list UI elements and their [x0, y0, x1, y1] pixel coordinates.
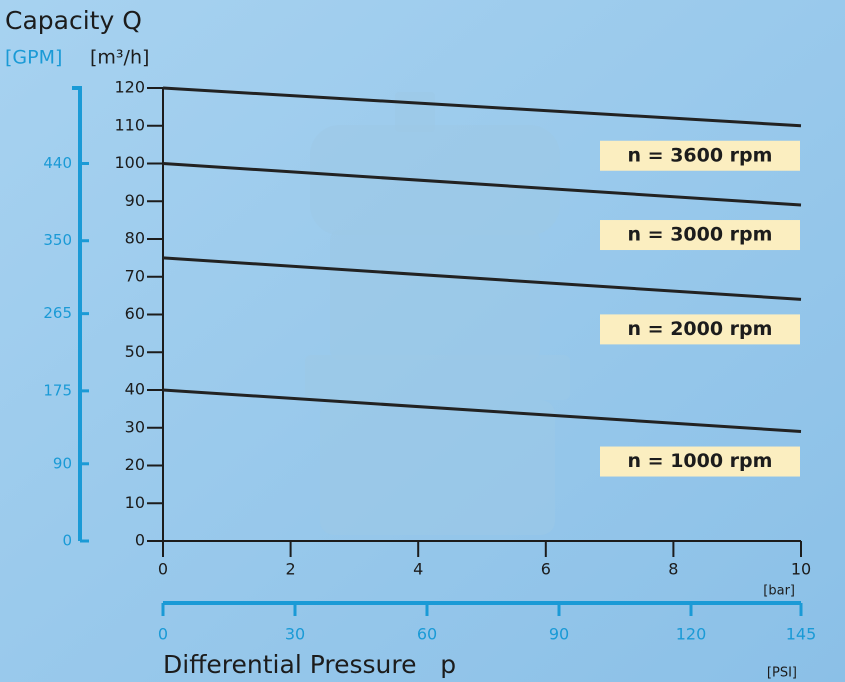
x-unit: [bar]	[763, 584, 795, 599]
x-axis-label: Differential Pressure p	[163, 650, 456, 679]
y-tick-label: 120	[114, 78, 145, 97]
y-tick-label: 60	[125, 304, 145, 323]
line-label-box	[600, 446, 800, 477]
x2-tick-label: 120	[676, 625, 707, 644]
x2-unit: [PSI]	[767, 666, 797, 681]
x2-tick-label: 90	[549, 625, 569, 644]
x-tick-label: 2	[286, 560, 296, 579]
line-label: n = 3600 rpm	[628, 144, 773, 166]
y2-tick-label: 0	[62, 532, 72, 550]
series-line	[162, 162, 802, 207]
line-label-box	[600, 314, 800, 345]
chart-title: Capacity Q	[5, 6, 142, 35]
y2-tick-label: 265	[43, 304, 72, 322]
x-tick-label: 0	[158, 560, 168, 579]
x2-tick-label: 30	[285, 625, 305, 644]
x2-tick-label: 145	[786, 625, 817, 644]
y-tick-label: 90	[125, 191, 145, 210]
y-tick-label: 0	[135, 531, 145, 550]
x2-tick-label: 0	[158, 625, 168, 644]
y-axis-label: [m³/h]	[90, 47, 149, 69]
y-tick-label: 20	[125, 455, 145, 474]
line-label: n = 3000 rpm	[628, 224, 773, 246]
y-tick-label: 40	[125, 380, 145, 399]
x-tick-label: 10	[791, 560, 811, 579]
x-tick-label: 4	[413, 560, 423, 579]
y-tick-label: 70	[125, 266, 145, 285]
y2-tick-label: 90	[53, 454, 72, 472]
line-label: n = 1000 rpm	[628, 450, 773, 472]
line-label-box	[600, 140, 800, 171]
line-label-box	[600, 220, 800, 251]
y2-tick-label: 440	[43, 154, 72, 172]
x2-tick-label: 60	[417, 625, 437, 644]
x-tick-label: 8	[668, 560, 678, 579]
series-line	[162, 86, 802, 128]
y-tick-label: 30	[125, 417, 145, 436]
y-tick-label: 50	[125, 342, 145, 361]
series-line	[162, 388, 802, 434]
y-tick-label: 110	[114, 115, 145, 134]
y2-tick-label: 350	[43, 231, 72, 249]
y-tick-label: 100	[114, 153, 145, 172]
y-tick-label: 80	[125, 229, 145, 248]
x-tick-label: 6	[541, 560, 551, 579]
series-line	[162, 256, 802, 301]
y2-tick-label: 175	[43, 381, 72, 399]
line-label: n = 2000 rpm	[628, 318, 773, 340]
pump-image	[305, 92, 570, 535]
y-tick-label: 10	[125, 493, 145, 512]
y2-axis-label: [GPM]	[5, 47, 62, 69]
